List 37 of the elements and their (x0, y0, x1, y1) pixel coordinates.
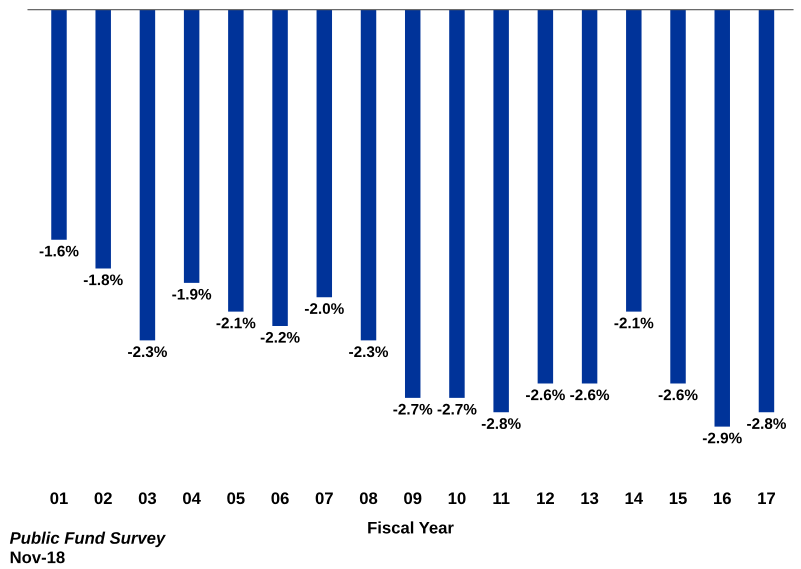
data-label: -2.7% (393, 404, 432, 415)
data-label: -2.9% (702, 432, 742, 444)
data-label: -2.3% (349, 346, 388, 358)
data-label: -2.6% (526, 389, 565, 400)
x-tick-label: 15 (670, 492, 687, 504)
x-tick-label: 05 (227, 492, 245, 504)
x-tick-label: 01 (50, 492, 68, 504)
x-tick-label: 16 (714, 492, 731, 504)
x-tick-label: 11 (493, 492, 510, 504)
x-tick-label: 04 (183, 492, 201, 504)
x-tick-label: 10 (448, 492, 466, 504)
x-tick-label: 08 (360, 492, 378, 504)
data-label: -2.6% (570, 389, 610, 400)
data-label: -2.8% (747, 418, 786, 430)
data-label: -2.1% (216, 318, 256, 328)
data-label: -1.9% (172, 288, 212, 300)
data-label: -2.2% (260, 332, 300, 343)
x-tick-label: 14 (626, 492, 643, 504)
data-label: -2.0% (304, 303, 344, 314)
x-tick-label: 06 (271, 492, 289, 504)
x-tick-label: 13 (581, 492, 598, 504)
data-label: -1.8% (84, 274, 123, 286)
data-label: -1.6% (40, 246, 79, 256)
data-label: -2.1% (614, 318, 654, 328)
x-axis-title: Fiscal Year (368, 521, 454, 534)
x-tick-label: 12 (537, 492, 554, 504)
x-tick-label: 09 (404, 492, 422, 504)
x-tick-label: 07 (316, 492, 333, 504)
x-tick-label: 17 (758, 492, 775, 504)
data-label: -2.7% (438, 404, 476, 415)
text: Public Fund Survey (10, 532, 166, 548)
data-label: -2.8% (482, 418, 521, 430)
x-tick-label: 02 (94, 492, 112, 504)
text: Nov-18 (10, 551, 65, 564)
x-tick-label: 03 (138, 492, 156, 504)
data-label: -2.3% (128, 346, 167, 358)
data-label: -2.6% (658, 389, 698, 400)
